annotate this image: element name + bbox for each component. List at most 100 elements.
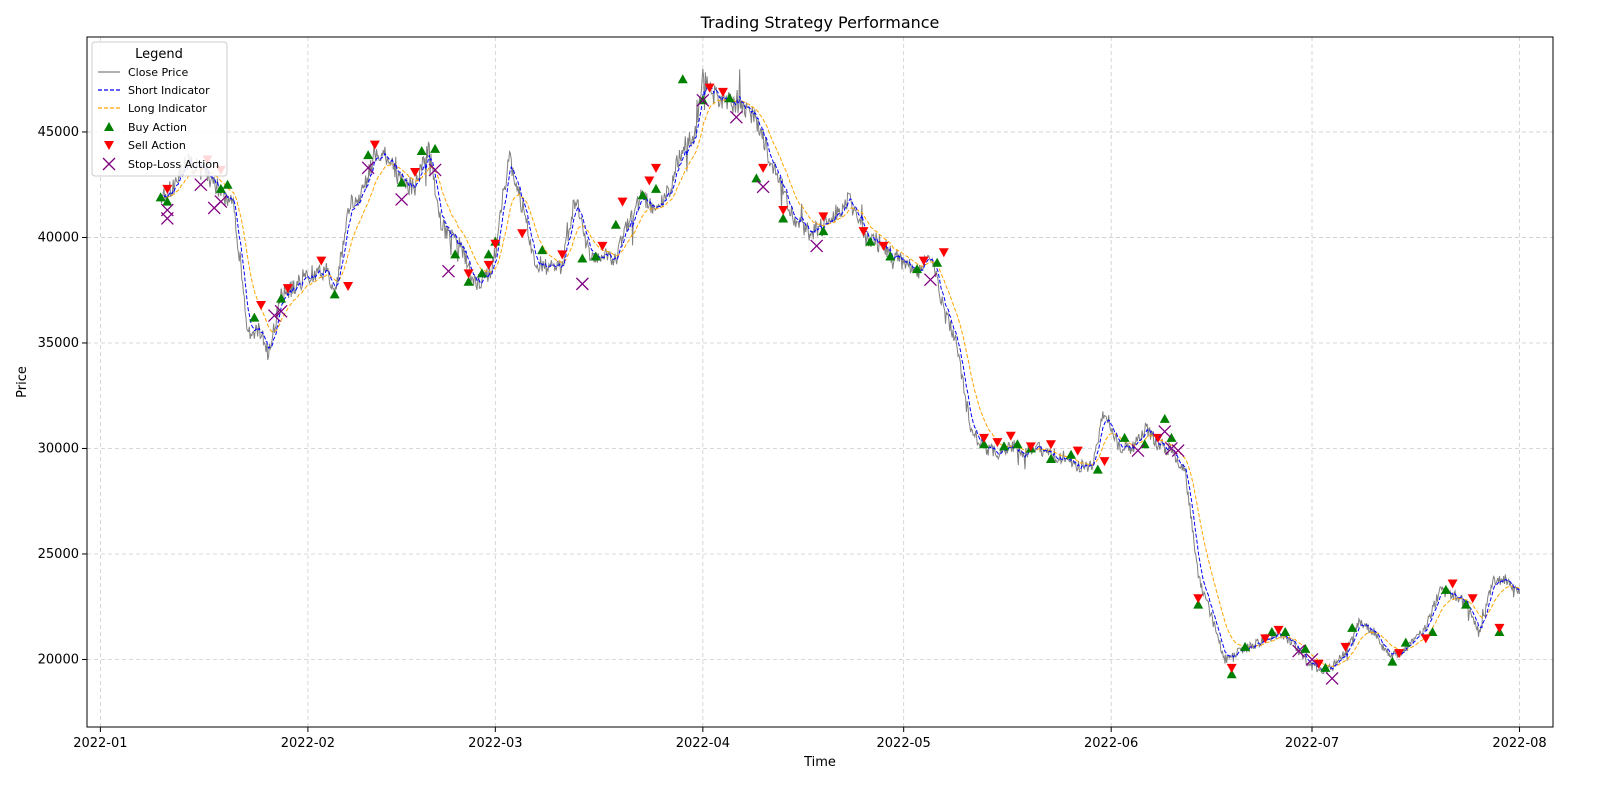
buy-action-marker — [222, 179, 233, 189]
buy-action-marker — [1092, 464, 1103, 474]
buy-action-marker — [1012, 439, 1023, 449]
sell-action-marker — [1420, 634, 1431, 644]
sell-action-marker — [517, 229, 528, 239]
stop-loss-action-marker — [1131, 444, 1145, 458]
buy-action-marker — [1193, 599, 1204, 609]
legend-stop-loss-action-label: Stop-Loss Action — [128, 158, 219, 171]
legend-item-stop-loss-action: Stop-Loss Action — [102, 157, 219, 171]
buy-action-marker — [1440, 584, 1451, 594]
plot-area — [155, 68, 1521, 685]
sell-action-marker — [1313, 659, 1324, 669]
buy-action-marker — [537, 245, 548, 255]
buy-action-marker — [1387, 656, 1398, 666]
stop-loss-action-marker — [1305, 653, 1319, 666]
sell-action-marker — [1005, 431, 1016, 441]
stop-loss-action-marker — [214, 195, 228, 209]
buy-action-marker — [865, 236, 876, 246]
sell-action-marker — [992, 438, 1003, 448]
stop-loss-action-marker — [696, 93, 710, 107]
legend-short-indicator-label: Short Indicator — [128, 84, 210, 97]
y-tick-label: 35000 — [38, 336, 79, 351]
sell-action-marker — [1193, 594, 1204, 604]
legend-title: Legend — [135, 47, 183, 62]
stop-loss-action-marker — [1158, 425, 1172, 439]
buy-action-marker — [677, 74, 688, 84]
x-tick-label: 2022-06 — [1084, 736, 1138, 751]
buy-action-marker — [610, 219, 621, 229]
buy-action-marker — [249, 312, 260, 322]
sell-action-marker — [1072, 446, 1083, 456]
sell-action-marker — [1273, 625, 1284, 635]
stop-loss-action-marker — [428, 163, 442, 177]
buy-action-marker — [1320, 662, 1331, 672]
legend-item-long-indicator: Long Indicator — [98, 102, 207, 115]
buy-action-marker — [1266, 627, 1277, 637]
buy-action-marker — [215, 183, 226, 193]
x-tick-label: 2022-03 — [468, 736, 522, 751]
sell-action-marker — [282, 284, 293, 294]
buy-action-marker — [999, 441, 1010, 451]
plot-frame — [86, 36, 1554, 728]
buy-action-marker — [818, 226, 829, 236]
buy-action-marker — [650, 183, 661, 193]
y-axis-label: Price — [15, 366, 30, 398]
stop-loss-action-marker — [1292, 644, 1306, 658]
buy-action-marker — [276, 293, 287, 303]
sell-action-marker — [1494, 623, 1505, 633]
sell-action-marker — [938, 248, 949, 258]
y-tick-label: 30000 — [38, 441, 79, 456]
stop-loss-action-marker — [1171, 444, 1185, 458]
x-tick-label: 2022-04 — [676, 736, 730, 751]
stop-loss-action-marker — [361, 161, 375, 175]
stop-loss-action-marker — [442, 264, 455, 278]
sell-action-marker — [316, 256, 327, 266]
stop-loss-action-marker — [810, 239, 824, 253]
sell-action-marker — [256, 300, 267, 310]
legend-long-indicator-label: Long Indicator — [128, 102, 207, 115]
legend-stop-loss-action-marker — [102, 157, 116, 171]
stop-loss-action-marker — [756, 180, 770, 194]
sell-action-marker — [617, 197, 628, 207]
buy-action-marker — [363, 150, 374, 160]
buy-action-marker — [778, 213, 789, 223]
buy-action-marker — [590, 251, 601, 261]
x-tick-label: 2022-01 — [73, 736, 127, 751]
y-axis-ticks: 20000 25000 30000 35000 40000 45000 — [38, 125, 87, 667]
y-tick-label: 20000 — [38, 652, 79, 667]
buy-action-marker — [1166, 432, 1177, 442]
buy-action-marker — [1066, 449, 1077, 459]
stop-loss-action-marker — [923, 273, 937, 287]
buy-action-marker — [450, 249, 461, 259]
legend-sell-action-label: Sell Action — [128, 139, 186, 152]
sell-action-marker — [1394, 649, 1405, 659]
stop-loss-action-marker — [160, 203, 174, 217]
close-price-line — [160, 68, 1521, 675]
sell-action-marker — [650, 163, 661, 173]
x-tick-label: 2022-02 — [281, 736, 335, 751]
sell-action-marker — [758, 163, 769, 173]
sell-action-marker — [1045, 440, 1056, 450]
sell-action-marker — [878, 241, 889, 251]
buy-action-marker — [155, 192, 166, 202]
buy-action-marker — [885, 251, 896, 261]
sell-action-marker — [778, 206, 789, 216]
buy-action-marker — [329, 289, 340, 299]
buy-action-marker — [751, 173, 762, 183]
buy-action-marker — [932, 257, 943, 267]
sell-action-marker — [1260, 634, 1271, 644]
buy-action-marker — [1119, 432, 1130, 442]
sell-action-marker — [1099, 457, 1110, 467]
legend-buy-action-label: Buy Action — [128, 121, 187, 134]
stop-loss-action-marker — [194, 178, 208, 192]
buy-action-marker — [1347, 622, 1358, 632]
chart-title: Trading Strategy Performance — [700, 13, 940, 32]
sell-action-marker — [162, 184, 173, 194]
x-tick-label: 2022-07 — [1285, 736, 1339, 751]
buy-action-marker — [1460, 599, 1471, 609]
sell-action-marker — [463, 269, 474, 279]
long-indicator-line — [160, 98, 1520, 668]
y-tick-label: 25000 — [38, 547, 79, 562]
buy-action-marker — [979, 439, 990, 449]
sell-action-marker — [490, 239, 501, 249]
buy-action-marker — [912, 264, 923, 274]
